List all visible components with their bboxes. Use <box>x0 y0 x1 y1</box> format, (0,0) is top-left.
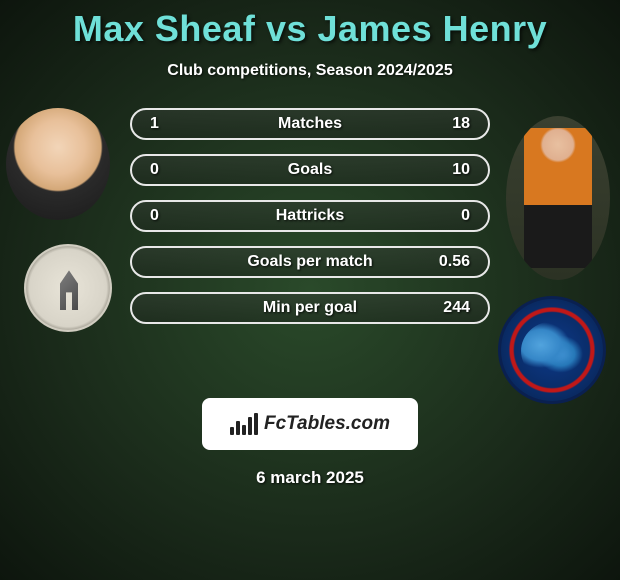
stat-row-min-per-goal: Min per goal 244 <box>130 292 490 324</box>
player2-avatar <box>506 116 610 280</box>
stat-right-value: 0 <box>434 207 470 225</box>
stats-area: 1 Matches 18 0 Goals 10 0 Hattricks 0 Go… <box>0 108 620 358</box>
stat-right-value: 10 <box>434 161 470 179</box>
stat-row-hattricks: 0 Hattricks 0 <box>130 200 490 232</box>
page-title: Max Sheaf vs James Henry <box>0 8 620 50</box>
comparison-card: Max Sheaf vs James Henry Club competitio… <box>0 0 620 488</box>
brand-badge: FcTables.com <box>202 398 418 450</box>
date: 6 march 2025 <box>0 468 620 488</box>
stat-left-value: 1 <box>150 115 186 133</box>
player2-club-badge <box>498 296 606 404</box>
brand-text: FcTables.com <box>264 413 390 435</box>
brand-bars-icon <box>230 413 258 435</box>
player1-club-badge <box>24 244 112 332</box>
player1-name: Max Sheaf <box>73 8 256 49</box>
stat-row-goals: 0 Goals 10 <box>130 154 490 186</box>
stat-left-value: 0 <box>150 161 186 179</box>
stat-right-value: 244 <box>434 299 470 317</box>
vs-separator: vs <box>266 8 307 49</box>
player1-avatar <box>6 108 110 220</box>
stat-right-value: 18 <box>434 115 470 133</box>
stat-right-value: 0.56 <box>434 253 470 271</box>
stat-row-matches: 1 Matches 18 <box>130 108 490 140</box>
stat-left-value: 0 <box>150 207 186 225</box>
subtitle: Club competitions, Season 2024/2025 <box>0 62 620 80</box>
stat-row-goals-per-match: Goals per match 0.56 <box>130 246 490 278</box>
player2-name: James Henry <box>318 8 548 49</box>
stat-rows: 1 Matches 18 0 Goals 10 0 Hattricks 0 Go… <box>130 108 490 324</box>
